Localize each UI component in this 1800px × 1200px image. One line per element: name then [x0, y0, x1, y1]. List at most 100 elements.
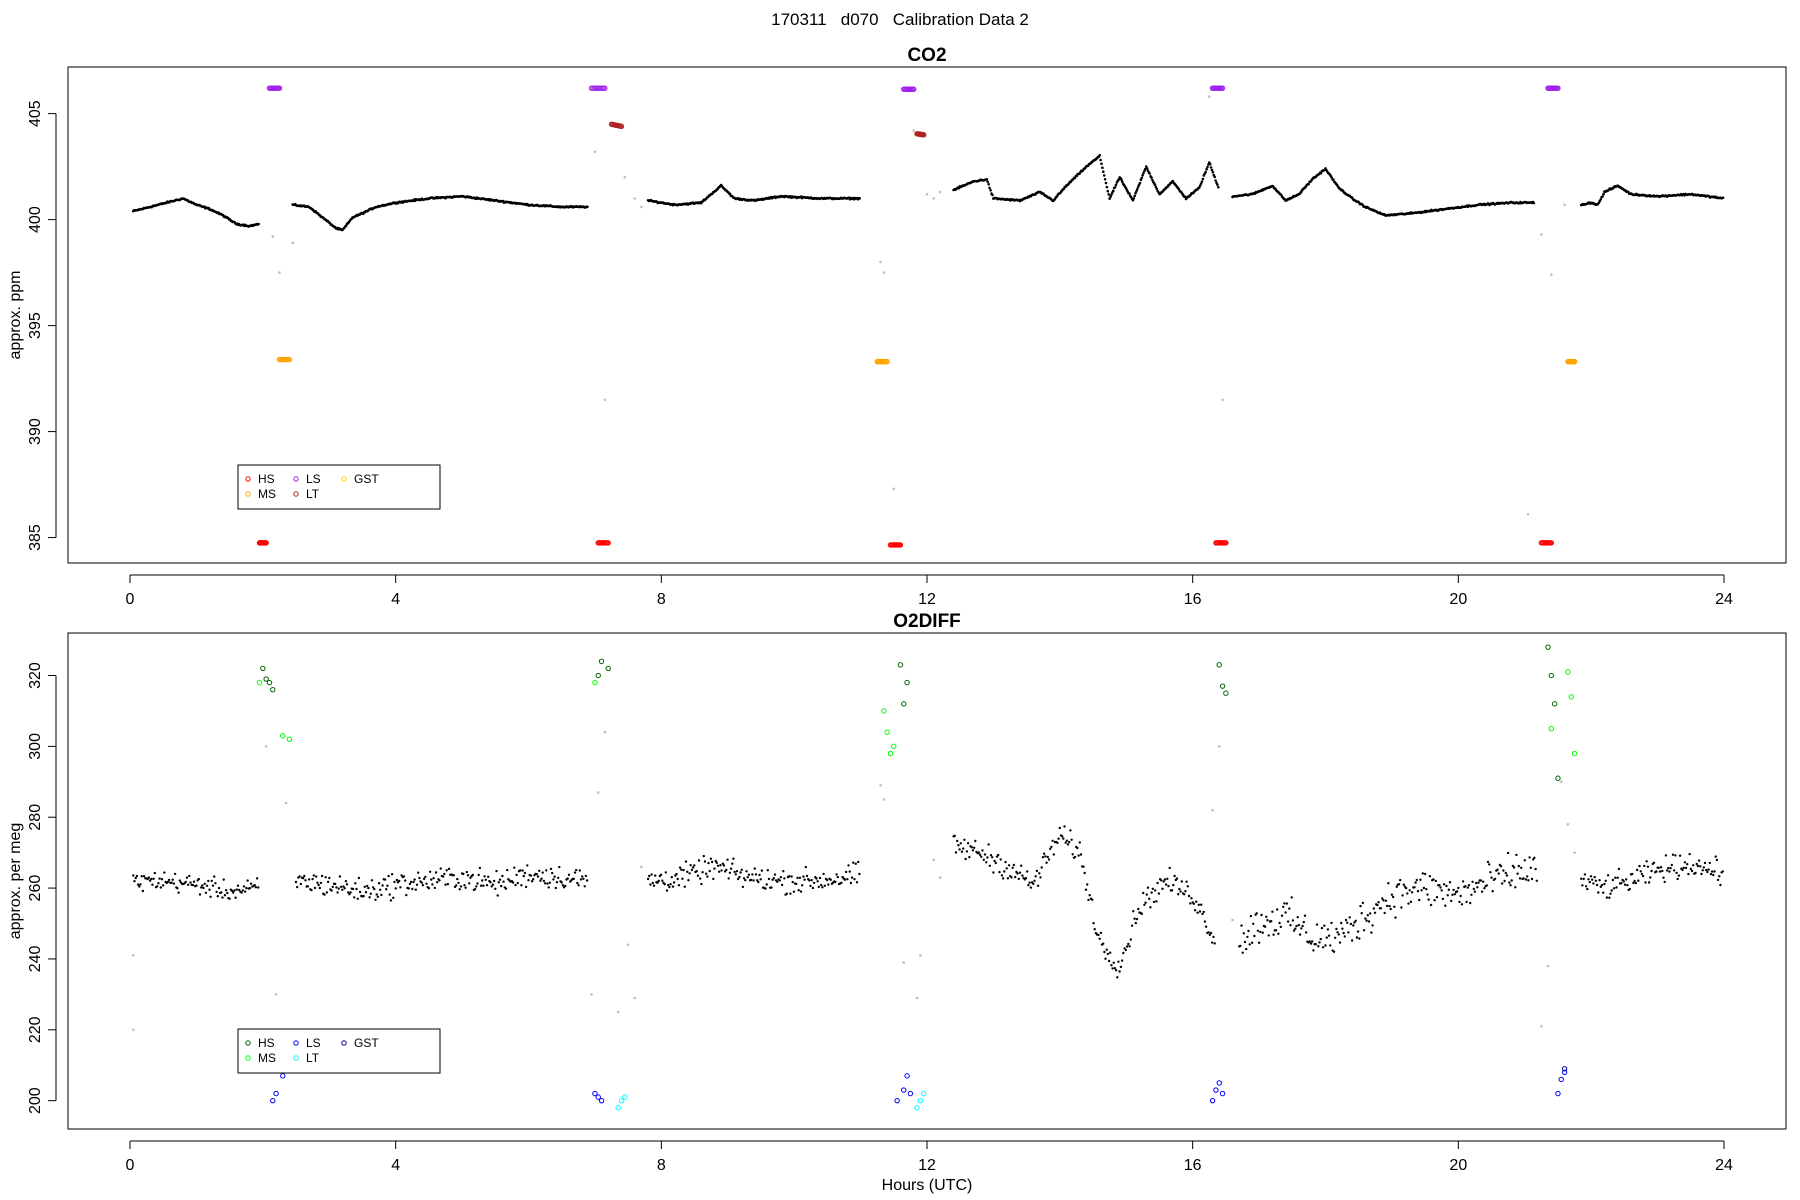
ambient-point	[1198, 186, 1201, 189]
ambient-point	[1242, 932, 1246, 935]
ambient-point	[1709, 872, 1713, 876]
ambient-point	[1185, 880, 1188, 883]
ambient-point	[210, 879, 213, 883]
cal-point	[1555, 85, 1561, 91]
ambient-point	[306, 885, 310, 888]
ambient-point	[197, 877, 200, 881]
ambient-point	[1702, 866, 1706, 869]
ambient-point	[325, 891, 329, 894]
ambient-point	[1662, 876, 1665, 879]
x-tick-label: 4	[391, 591, 400, 608]
ambient-point	[1376, 903, 1379, 907]
ambient-point	[708, 869, 711, 873]
ambient-point	[779, 876, 783, 879]
ambient-point	[475, 885, 478, 888]
ambient-point	[652, 884, 656, 887]
ambient-point	[457, 881, 460, 885]
ambient-point	[214, 882, 217, 885]
ambient-point	[355, 887, 358, 891]
ambient-point	[543, 882, 547, 885]
ambient-point	[1309, 942, 1313, 945]
ambient-point	[1113, 967, 1117, 970]
ambient-point	[399, 886, 402, 889]
ambient-point	[1300, 927, 1303, 930]
ambient-point	[1241, 951, 1244, 954]
ambient-point	[539, 879, 542, 882]
ambient-point	[1632, 881, 1635, 885]
ambient-point	[407, 887, 410, 890]
y-tick-label: 260	[27, 875, 44, 902]
ambient-point	[1195, 900, 1198, 903]
ambient-point	[1093, 928, 1096, 931]
flagged-point	[264, 745, 268, 748]
ambient-point	[160, 878, 164, 881]
cal-series-hs	[256, 540, 1555, 548]
flagged-point	[1573, 851, 1576, 854]
cal-point	[618, 123, 625, 130]
ambient-point	[132, 874, 135, 877]
ambient-point	[1625, 878, 1628, 881]
ambient-point	[665, 889, 669, 892]
ambient-point	[1434, 879, 1438, 883]
flagged-point	[1221, 398, 1224, 402]
ambient-point	[1457, 886, 1460, 890]
ambient-point	[1518, 877, 1522, 880]
ambient-point	[801, 884, 804, 887]
ambient-point	[1198, 910, 1202, 913]
ambient-point	[248, 887, 252, 890]
ambient-point	[344, 880, 348, 883]
ambient-point	[173, 872, 177, 876]
ambient-point	[706, 875, 709, 878]
flagged-point	[603, 398, 607, 402]
ambient-point	[1362, 929, 1366, 932]
ambient-point	[386, 884, 389, 887]
ambient-point	[1599, 198, 1602, 201]
flagged-point	[616, 1010, 620, 1014]
ambient-point	[1065, 839, 1069, 842]
cal-point	[1555, 775, 1561, 781]
ambient-point	[991, 193, 994, 197]
ambient-point	[566, 877, 569, 880]
cal-point	[1209, 1097, 1216, 1104]
ambient-point	[1623, 883, 1627, 886]
ambient-point	[1109, 951, 1112, 954]
ambient-point	[1184, 890, 1187, 893]
ambient-point	[1597, 891, 1600, 894]
ambient-point	[404, 879, 407, 882]
cal-point	[1213, 1087, 1219, 1093]
y-tick-label: 240	[27, 945, 44, 972]
ambient-point	[1701, 869, 1704, 872]
ambient-point	[858, 872, 861, 876]
flagged-point	[1526, 512, 1530, 516]
ambient-point	[417, 871, 420, 874]
flagged-point	[274, 993, 278, 996]
ambient-point	[740, 868, 743, 871]
ambient-point	[684, 860, 688, 863]
ambient-point	[523, 871, 527, 875]
ambient-point	[236, 884, 240, 887]
ambient-point	[330, 889, 333, 892]
ambient-point	[1261, 931, 1264, 934]
ambient-point	[339, 885, 343, 888]
ambient-point	[744, 879, 747, 882]
ambient-point	[1246, 935, 1249, 939]
ambient-point	[1584, 885, 1588, 888]
ambient-point	[1713, 870, 1716, 873]
ambient-point	[1214, 179, 1217, 182]
ambient-point	[354, 882, 357, 885]
ambient-point	[1028, 881, 1031, 884]
ambient-point	[1671, 853, 1675, 856]
legend-entry: LT	[306, 1051, 320, 1065]
y-tick-label: 400	[27, 206, 44, 233]
ambient-point	[1289, 924, 1292, 927]
ambient-point	[185, 876, 189, 879]
ambient-point	[1669, 867, 1672, 870]
cal-point	[270, 686, 276, 693]
ambient-point	[977, 851, 981, 854]
ambient-point	[443, 872, 446, 876]
ambient-point	[1638, 864, 1641, 868]
flagged-point	[132, 954, 135, 957]
ambient-point	[1260, 913, 1263, 917]
ambient-point	[1173, 874, 1176, 878]
flagged-point	[938, 876, 942, 879]
